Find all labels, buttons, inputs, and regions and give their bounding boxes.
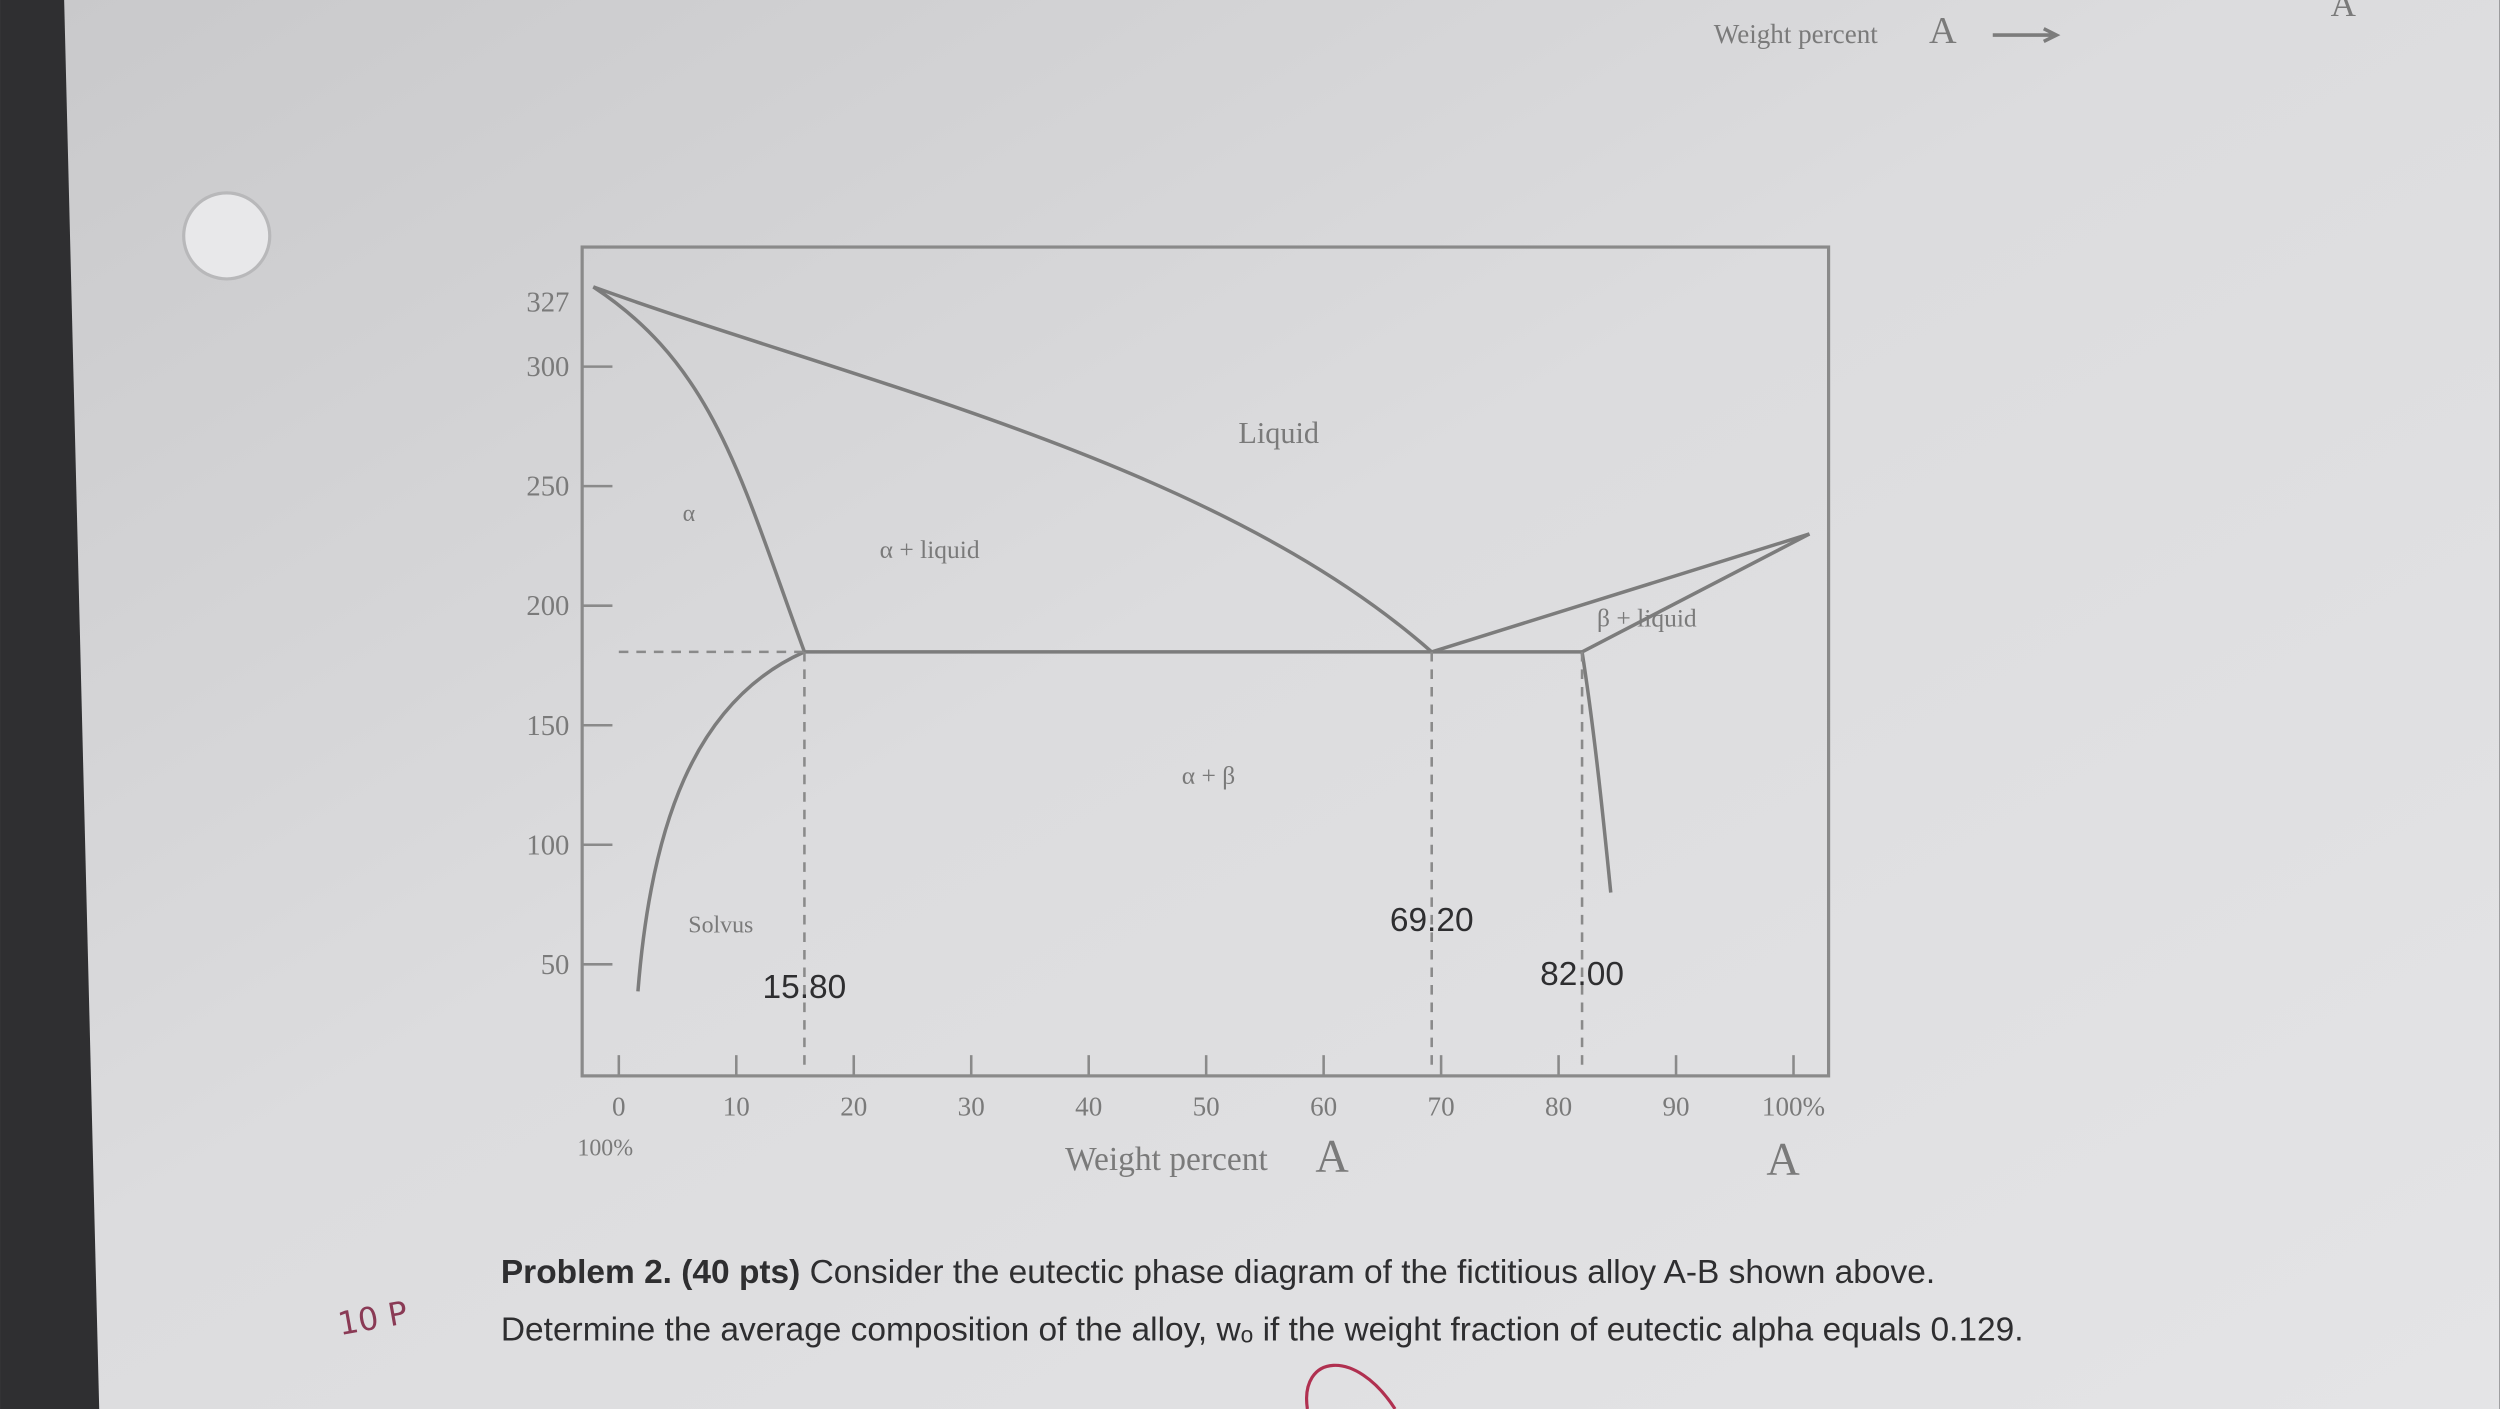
solvus-alpha xyxy=(636,650,806,992)
composition-label: 82.00 xyxy=(1540,956,1624,993)
x-tick-label: 30 xyxy=(958,1092,985,1122)
region-label: α + liquid xyxy=(880,535,980,564)
corner-letter: A xyxy=(2331,0,2357,24)
x-tick-label: 80 xyxy=(1545,1092,1572,1122)
problem-text: Problem 2. (40 pts) Consider the eutecti… xyxy=(501,1254,1935,1291)
y-tick-label: 150 xyxy=(526,710,569,742)
region-label: α + β xyxy=(1182,761,1235,790)
composition-label: 69.20 xyxy=(1390,902,1474,939)
x-tick-label: 40 xyxy=(1075,1092,1102,1122)
region-label: α xyxy=(683,501,696,527)
y-tick-label: 100 xyxy=(526,829,569,861)
problem-line1: Consider the eutectic phase diagram of t… xyxy=(810,1254,1936,1291)
x-tick-label: 10 xyxy=(723,1092,750,1122)
liquidus-right xyxy=(1431,532,1810,654)
y-tick-label: 327 xyxy=(526,287,569,319)
x-tick-label: 70 xyxy=(1428,1092,1455,1122)
x-tick-label: 0 xyxy=(612,1092,626,1122)
x-tick-label: 60 xyxy=(1310,1092,1337,1122)
header-arrow xyxy=(1992,27,2061,44)
header-axis-unit: A xyxy=(1929,10,1957,52)
phase-diagram: 50 100 150 200 250 300 327 0 10 20 30 40 50 60 70 80 90 1… xyxy=(526,285,1825,1122)
y-tick-label: 250 xyxy=(526,471,569,503)
y-tick-label: 300 xyxy=(526,351,569,383)
header-axis-label: Weight percent xyxy=(1714,19,1878,49)
x-tick-label: 100% xyxy=(1762,1092,1825,1122)
region-label: Liquid xyxy=(1238,416,1319,450)
y-tick-label: 50 xyxy=(541,949,570,981)
punch-hole xyxy=(182,191,272,281)
paper xyxy=(64,0,2500,1409)
liquidus-left xyxy=(592,285,1433,654)
x-right-unit: A xyxy=(1766,1134,1800,1185)
solvus-label: Solvus xyxy=(688,912,753,938)
composition-label: 15.80 xyxy=(763,969,847,1006)
x-axis-unit: A xyxy=(1315,1131,1349,1182)
solidus-alpha xyxy=(592,285,807,653)
x-tick-label: 20 xyxy=(840,1092,867,1122)
x-tick-label: 50 xyxy=(1193,1092,1220,1122)
x-tick-label: 90 xyxy=(1663,1092,1690,1122)
solvus-beta xyxy=(1580,651,1613,893)
ink-mark xyxy=(1305,1363,1397,1409)
region-label: β + liquid xyxy=(1597,603,1697,632)
problem-line2: Determine the average composition of the… xyxy=(501,1311,2024,1348)
x-axis-label: Weight percent xyxy=(1065,1141,1268,1178)
problem-heading: Problem 2. (40 pts) xyxy=(501,1254,800,1291)
x-left-label: 100% xyxy=(577,1136,633,1162)
solidus-beta xyxy=(1581,532,1811,654)
y-tick-label: 200 xyxy=(526,590,569,622)
